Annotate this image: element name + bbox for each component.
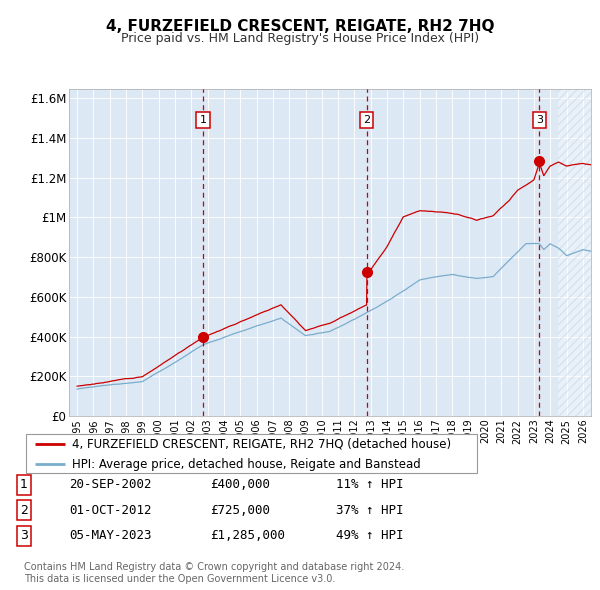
Text: 49% ↑ HPI: 49% ↑ HPI	[336, 529, 404, 542]
Text: 1: 1	[200, 115, 206, 125]
Text: 3: 3	[536, 115, 543, 125]
Text: This data is licensed under the Open Government Licence v3.0.: This data is licensed under the Open Gov…	[24, 574, 335, 584]
Text: 1: 1	[20, 478, 28, 491]
Text: £400,000: £400,000	[210, 478, 270, 491]
Bar	[559, 88, 591, 416]
Text: 20-SEP-2002: 20-SEP-2002	[69, 478, 151, 491]
FancyBboxPatch shape	[26, 434, 477, 473]
Text: 37% ↑ HPI: 37% ↑ HPI	[336, 504, 404, 517]
Text: £725,000: £725,000	[210, 504, 270, 517]
Text: HPI: Average price, detached house, Reigate and Banstead: HPI: Average price, detached house, Reig…	[72, 458, 421, 471]
Text: Contains HM Land Registry data © Crown copyright and database right 2024.: Contains HM Land Registry data © Crown c…	[24, 562, 404, 572]
Text: 2: 2	[20, 504, 28, 517]
Text: 3: 3	[20, 529, 28, 542]
Text: 11% ↑ HPI: 11% ↑ HPI	[336, 478, 404, 491]
Text: 05-MAY-2023: 05-MAY-2023	[69, 529, 151, 542]
Text: Price paid vs. HM Land Registry's House Price Index (HPI): Price paid vs. HM Land Registry's House …	[121, 32, 479, 45]
Text: 2: 2	[363, 115, 370, 125]
Text: 4, FURZEFIELD CRESCENT, REIGATE, RH2 7HQ (detached house): 4, FURZEFIELD CRESCENT, REIGATE, RH2 7HQ…	[72, 437, 451, 450]
Text: £1,285,000: £1,285,000	[210, 529, 285, 542]
Text: 01-OCT-2012: 01-OCT-2012	[69, 504, 151, 517]
Text: 4, FURZEFIELD CRESCENT, REIGATE, RH2 7HQ: 4, FURZEFIELD CRESCENT, REIGATE, RH2 7HQ	[106, 19, 494, 34]
